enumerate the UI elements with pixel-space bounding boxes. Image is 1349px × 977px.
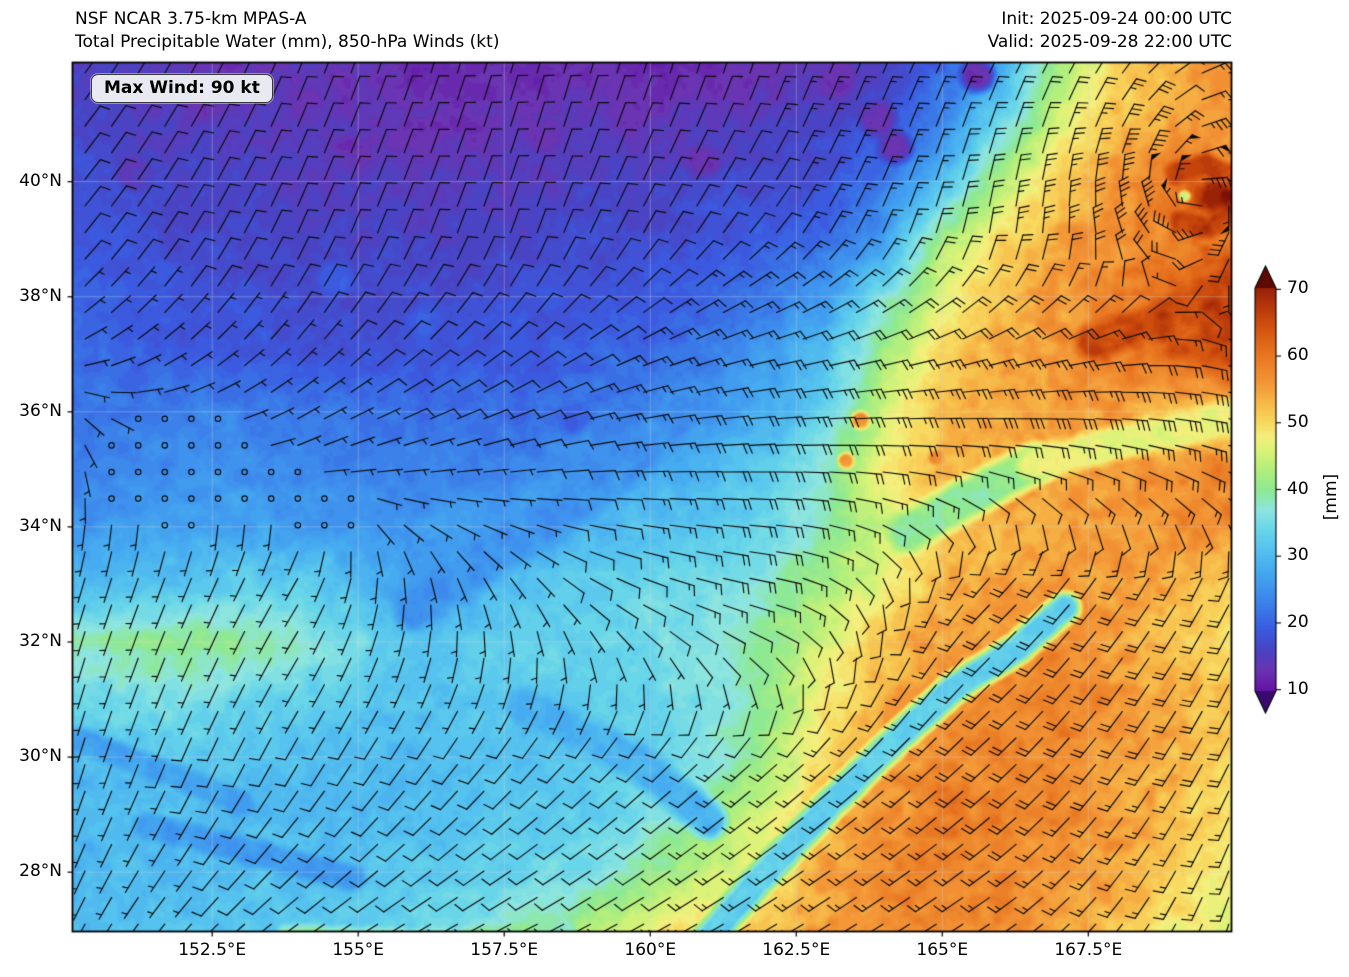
y-tick-label: 36°N (19, 400, 62, 421)
colorbar-tick-label: 50 (1287, 411, 1309, 432)
field-title: Total Precipitable Water (mm), 850-hPa W… (75, 32, 500, 52)
model-title: NSF NCAR 3.75-km MPAS-A (75, 9, 307, 29)
y-tick-label: 38°N (19, 285, 62, 306)
colorbar-tick-label: 40 (1287, 478, 1309, 499)
colorbar-tick-label: 10 (1287, 678, 1309, 699)
valid-time: Valid: 2025-09-28 22:00 UTC (987, 32, 1232, 52)
x-tick-label: 162.5°E (762, 940, 831, 960)
time-block: Init: 2025-09-24 00:00 UTC Valid: 2025-0… (988, 8, 1232, 54)
init-time: Init: 2025-09-24 00:00 UTC (1001, 9, 1232, 29)
y-tick-label: 30°N (19, 746, 62, 767)
x-tick-label: 155°E (332, 940, 385, 960)
colorbar-tick-label: 20 (1287, 611, 1309, 632)
x-tick-label: 160°E (624, 940, 677, 960)
y-tick-label: 40°N (19, 170, 62, 191)
x-tick-label: 152.5°E (178, 940, 247, 960)
y-tick-label: 28°N (19, 861, 62, 882)
x-tick-label: 167.5°E (1054, 940, 1123, 960)
y-tick-label: 32°N (19, 631, 62, 651)
colorbar-tick-label: 30 (1287, 545, 1309, 566)
y-tick-label: 34°N (19, 515, 62, 536)
plot-title-block: NSF NCAR 3.75-km MPAS-A Total Precipitab… (75, 8, 499, 54)
x-tick-label: 165°E (916, 940, 969, 960)
colorbar-unit-label: [mm] (1321, 473, 1341, 521)
colorbar-tick-label: 60 (1287, 345, 1309, 366)
colorbar-tick-label: 70 (1287, 278, 1309, 299)
x-tick-label: 157.5°E (470, 940, 539, 960)
max-wind-badge: Max Wind: 90 kt (91, 74, 273, 103)
